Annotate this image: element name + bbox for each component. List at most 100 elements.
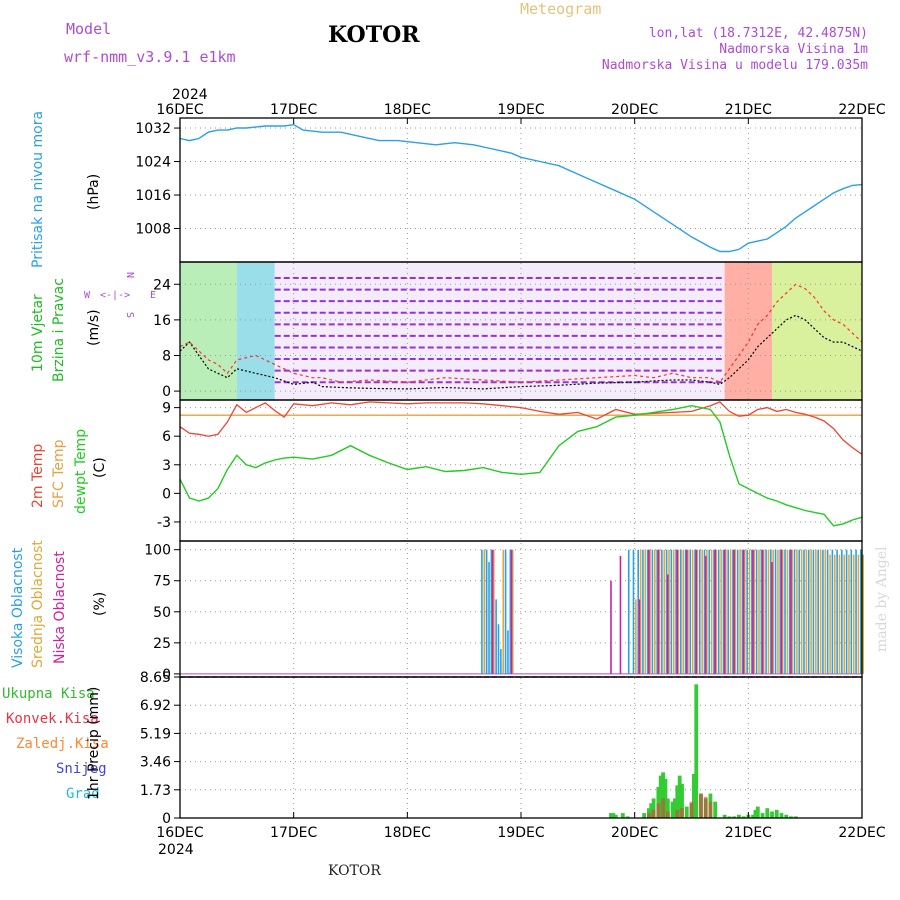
y-tick-label: 0: [162, 811, 171, 827]
precip-bar: [694, 684, 699, 818]
model-label: Model: [66, 20, 112, 38]
precip-bar: [642, 813, 647, 818]
precip-bar: [663, 778, 668, 818]
svg-text:S: S: [124, 312, 135, 318]
pressure-unit: (hPa): [86, 174, 102, 210]
precip-bar: [625, 816, 630, 818]
y-tick-label: 3.46: [140, 755, 171, 771]
x-tick-label-top: 18DEC: [384, 102, 431, 118]
x-tick-label-bottom: 20DEC: [611, 825, 658, 841]
precip-bar: [670, 801, 675, 818]
precip-bar: [680, 808, 684, 818]
precip-bar: [753, 809, 758, 818]
year-bottom: 2024: [158, 842, 194, 858]
year-top: 2024: [172, 87, 208, 103]
precip-bar: [736, 814, 741, 818]
precip-bar: [673, 798, 677, 818]
precip-bar: [656, 787, 661, 818]
y-tick-label: 0: [162, 384, 171, 400]
precip-bar: [741, 816, 746, 818]
y-tick-label: 6: [162, 429, 171, 445]
legend-snow: Snijeg: [56, 761, 107, 777]
svg-text:E: E: [150, 290, 156, 301]
precip-bar: [770, 811, 774, 818]
precip-bar: [656, 803, 661, 818]
cloud-label-mid: Srednja Oblacnost: [30, 540, 46, 668]
precip-bar: [609, 813, 613, 818]
precip-bar: [722, 814, 727, 818]
credit-label: made by Angel: [874, 546, 890, 652]
precip-bar: [713, 801, 718, 818]
x-tick-label-top: 19DEC: [497, 102, 544, 118]
y-tick-label: 0: [162, 667, 171, 683]
precip-bar: [751, 814, 755, 818]
precip-bar: [661, 772, 665, 818]
cloud-unit: (%): [92, 592, 108, 616]
x-tick-label-top: 17DEC: [270, 102, 317, 118]
x-tick-label-bottom: 22DEC: [838, 825, 885, 841]
y-tick-label: 25: [153, 636, 171, 652]
precip-bar: [649, 803, 654, 818]
y-tick-label: 16: [153, 313, 171, 329]
wind-barb-field: [180, 262, 237, 400]
precip-bar: [774, 809, 779, 818]
precip-bar: [755, 806, 760, 818]
y-tick-label: 1008: [135, 222, 171, 238]
dewpt-line: [179, 404, 863, 527]
y-tick-label: 100: [144, 543, 171, 559]
legend-frz: Zaledj.Kisa: [16, 736, 109, 752]
precip-bar: [703, 796, 708, 818]
cloud-label-high: Visoka Oblacnost: [10, 547, 26, 668]
precip-bar: [691, 773, 696, 818]
y-tick-label: 24: [153, 277, 171, 293]
y-tick-label: 1016: [135, 188, 171, 204]
temp-label-1: 2m Temp: [30, 444, 46, 508]
precip-bar: [680, 783, 684, 818]
precip-bar: [658, 775, 663, 818]
precip-bar: [651, 798, 656, 818]
precip-bar: [760, 813, 765, 818]
wind-label-2: Brzina i Pravac: [51, 278, 67, 382]
y-tick-label: 6.92: [140, 698, 171, 714]
precip-bar: [611, 813, 616, 818]
precip-bar: [793, 816, 798, 818]
meteogram-label: Meteogram: [520, 0, 602, 18]
wind-unit: (m/s): [86, 309, 102, 346]
svg-text:<-|->: <-|->: [100, 290, 130, 301]
precip-bar: [646, 813, 651, 818]
y-tick-label: -3: [157, 515, 171, 531]
y-tick-label: 5.19: [140, 726, 171, 742]
x-tick-label-bottom: 21DEC: [725, 825, 772, 841]
y-tick-label: 3: [162, 458, 171, 474]
precip-bar: [765, 808, 770, 818]
precip-bar: [677, 775, 682, 818]
temp-label-3: dewpt Temp: [73, 429, 89, 514]
temp-label-2: SFC Temp: [51, 439, 67, 508]
y-tick-label: 0: [162, 486, 171, 502]
lonlat-label: lon,lat (18.7312E, 42.4875N): [648, 26, 868, 41]
svg-text:N: N: [124, 272, 135, 278]
precip-bar: [613, 814, 618, 818]
legend-rain: Ukupna Kisa: [2, 686, 95, 702]
y-tick-label: 1024: [135, 155, 171, 171]
precip-bar: [699, 793, 703, 818]
temp-unit: (C): [92, 457, 108, 478]
x-tick-label-bottom: 19DEC: [497, 825, 544, 841]
model-elevation-label: Nadmorska Visina u modelu 179.035m: [601, 58, 868, 73]
legend-hail: Grad: [66, 786, 100, 802]
pressure-label: Pritisak na nivou mora: [30, 111, 46, 268]
precip-bar: [708, 801, 713, 818]
wind-barb-field: [236, 262, 275, 400]
precip-bar: [689, 801, 694, 818]
precip-bar: [784, 814, 789, 818]
wind-compass-icon: W <-|-> E N S: [84, 272, 156, 318]
footer-station: KOTOR: [328, 863, 381, 879]
temp-panel: [179, 399, 863, 542]
x-tick-label-top: 16DEC: [156, 102, 203, 118]
x-tick-label-bottom: 18DEC: [384, 825, 431, 841]
model-name: wrf-nmm_v3.9.1 e1km: [64, 48, 236, 66]
legend-conv: Konvek.Kisa: [6, 711, 99, 727]
y-tick-label: 8: [162, 348, 171, 364]
wind-speed-line: [179, 314, 863, 390]
